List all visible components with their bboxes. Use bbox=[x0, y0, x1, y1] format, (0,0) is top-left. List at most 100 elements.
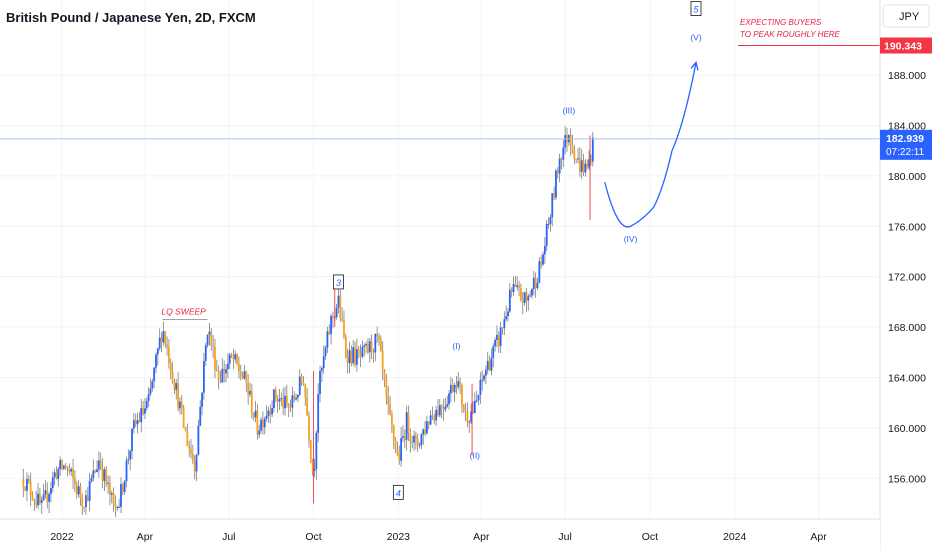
candle-body bbox=[127, 459, 130, 461]
candle-body bbox=[261, 419, 264, 428]
candle-body bbox=[300, 376, 303, 383]
time-tick-label: 2022 bbox=[50, 531, 74, 543]
candle-body bbox=[22, 478, 25, 487]
candle-body bbox=[420, 434, 423, 445]
candle-body bbox=[195, 454, 198, 472]
candle-body bbox=[86, 495, 89, 501]
wave-label-IV: (IV) bbox=[624, 234, 638, 244]
candle-body bbox=[486, 360, 489, 370]
wave-label-box bbox=[690, 1, 702, 16]
time-tick-label: 2023 bbox=[387, 531, 411, 543]
candle-body bbox=[398, 452, 401, 461]
candle-body bbox=[197, 425, 200, 455]
candle-body bbox=[315, 432, 318, 469]
candle-body bbox=[293, 395, 296, 400]
candle-body bbox=[464, 411, 467, 413]
expecting-text-line1: EXPECTING BUYERS bbox=[740, 18, 822, 27]
candle-body bbox=[256, 410, 259, 435]
candle-body bbox=[348, 350, 351, 364]
candle-body bbox=[560, 158, 563, 160]
candle-body bbox=[354, 347, 356, 365]
candle-body bbox=[42, 494, 45, 501]
candle-body bbox=[125, 460, 128, 482]
candle-body bbox=[64, 465, 67, 468]
candle-body bbox=[411, 441, 414, 443]
time-tick-label: Oct bbox=[642, 531, 658, 543]
wave-label-5: 5 bbox=[693, 5, 699, 15]
candle-body bbox=[577, 158, 579, 160]
candle-body bbox=[221, 368, 224, 383]
candle-body bbox=[291, 395, 294, 408]
wave-label-II: (II) bbox=[470, 451, 481, 461]
candle-body bbox=[481, 379, 484, 381]
candle-body bbox=[140, 407, 143, 423]
candle-body bbox=[190, 448, 192, 454]
candle-body bbox=[302, 382, 305, 385]
candle-body bbox=[206, 334, 209, 346]
candle-body bbox=[234, 354, 237, 360]
candle-body bbox=[96, 469, 98, 473]
candle-body bbox=[520, 288, 522, 300]
candle-body bbox=[114, 503, 117, 508]
candle-body bbox=[297, 394, 299, 398]
time-tick-label: Apr bbox=[137, 531, 154, 543]
candle-body bbox=[435, 409, 438, 421]
candle-body bbox=[276, 399, 279, 402]
candle-body bbox=[449, 385, 452, 394]
candle-body bbox=[284, 395, 286, 409]
candle-body bbox=[343, 319, 345, 337]
candle-body bbox=[414, 435, 417, 440]
candle-body bbox=[422, 429, 425, 435]
candle-body bbox=[394, 440, 397, 450]
candle-body bbox=[142, 407, 144, 414]
candle-body bbox=[164, 331, 167, 345]
candle-body bbox=[260, 419, 262, 431]
candle-body bbox=[381, 350, 384, 371]
time-axis-bg bbox=[0, 519, 880, 550]
currency-button[interactable] bbox=[882, 4, 930, 28]
candle-body bbox=[280, 398, 283, 400]
chart-title: British Pound / Japanese Yen, 2D, FXCM bbox=[6, 10, 256, 25]
candle-body bbox=[136, 420, 139, 425]
candle-body bbox=[426, 421, 428, 434]
currency-label: JPY bbox=[899, 11, 920, 23]
candle-body bbox=[249, 390, 251, 395]
candle-body bbox=[484, 369, 487, 376]
candle-body bbox=[372, 351, 375, 353]
projection-curve bbox=[604, 62, 697, 228]
candle-body bbox=[390, 414, 393, 426]
candle-body bbox=[317, 394, 320, 433]
candle-body bbox=[156, 348, 159, 355]
candle-body bbox=[492, 346, 495, 358]
candle-body bbox=[416, 439, 419, 446]
candle-body bbox=[265, 416, 268, 419]
candle-body bbox=[455, 384, 458, 388]
candle-body bbox=[555, 170, 557, 198]
candle-body bbox=[131, 428, 133, 451]
candle-body bbox=[101, 468, 104, 481]
candle-body bbox=[569, 134, 572, 146]
candle-body bbox=[215, 370, 218, 372]
candle-body bbox=[545, 224, 548, 246]
candle-body bbox=[418, 444, 421, 446]
price-lines bbox=[0, 45, 880, 140]
candle-body bbox=[359, 353, 362, 357]
candle-body bbox=[403, 436, 406, 440]
candle-body bbox=[438, 405, 441, 416]
projection-arrowhead bbox=[690, 61, 699, 71]
candle-body bbox=[282, 398, 285, 409]
candle-body bbox=[499, 327, 502, 346]
candle-body bbox=[328, 331, 331, 335]
candle-body bbox=[289, 407, 292, 409]
candle-body bbox=[118, 506, 121, 508]
grid bbox=[0, 0, 880, 519]
candle-body bbox=[532, 277, 535, 289]
candle-body bbox=[35, 501, 38, 506]
candle-body bbox=[510, 289, 513, 292]
candle-body bbox=[553, 193, 555, 198]
candle-body bbox=[191, 453, 194, 462]
time-tick-label: Apr bbox=[810, 531, 827, 543]
candle-body bbox=[503, 319, 506, 329]
